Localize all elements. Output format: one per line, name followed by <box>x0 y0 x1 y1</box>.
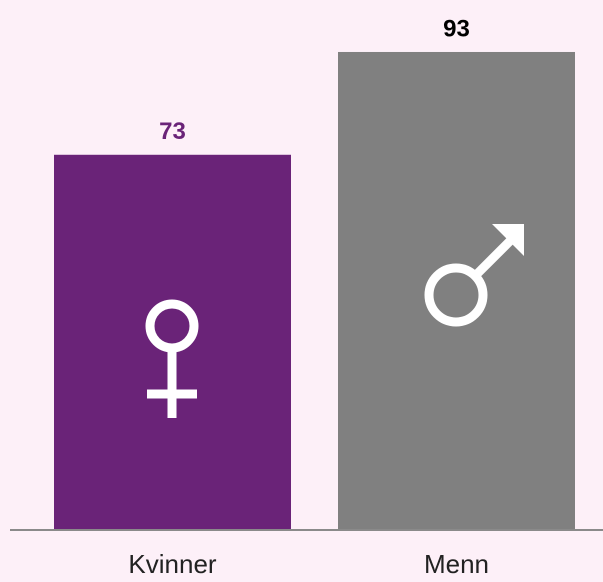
bars <box>54 51 575 530</box>
bar <box>54 154 291 530</box>
value-label: 93 <box>443 15 470 42</box>
value-label: 73 <box>159 118 186 145</box>
x-tick-label: Menn <box>424 549 489 579</box>
male-arrowhead <box>492 224 524 256</box>
bar <box>338 51 575 530</box>
x-tick-label: Kvinner <box>128 549 216 579</box>
male-icon <box>424 231 520 327</box>
female-icon <box>145 299 199 418</box>
